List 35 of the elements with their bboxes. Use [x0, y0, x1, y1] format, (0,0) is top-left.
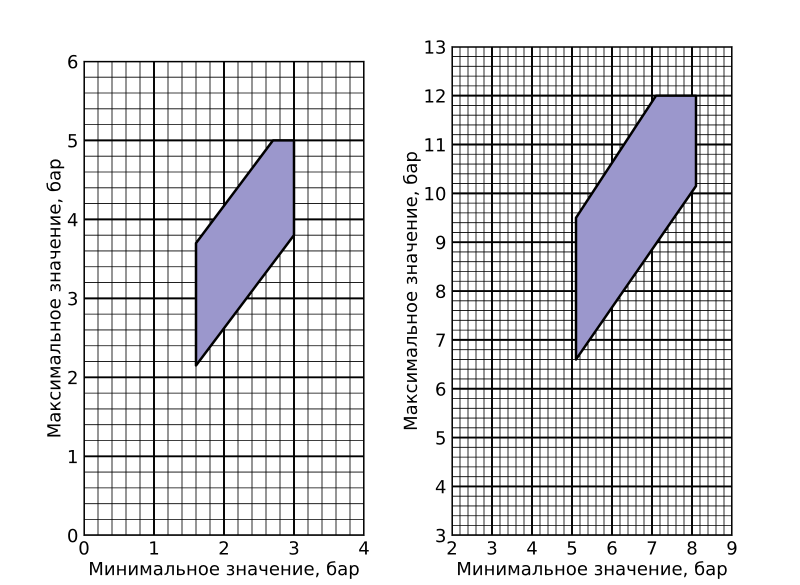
x-tick-label: 0: [79, 541, 89, 555]
y-tick-label: 5: [68, 134, 77, 148]
y-tick-label: 10: [425, 186, 446, 200]
y-tick-label: 4: [68, 213, 78, 226]
x-tick-label: 7: [648, 541, 656, 555]
y-tick-label: 5: [436, 431, 445, 445]
x-tick-label: 8: [687, 541, 697, 555]
y-tick-label: 11: [425, 138, 445, 152]
x-tick-label: 5: [568, 541, 576, 555]
y-tick-label: 13: [425, 40, 445, 54]
x-tick-label: 4: [359, 541, 369, 555]
y-tick-label: 1: [68, 450, 77, 464]
x-tick-label: 2: [448, 541, 456, 555]
y-tick-label: 0: [68, 528, 78, 542]
y-tick-label: 3: [436, 528, 445, 542]
y-axis-title: Максимальное значение, бар: [402, 152, 421, 430]
x-axis-title: Минимальное значение, бар: [90, 561, 359, 579]
x-axis-title: Минимальное значение, бар: [458, 561, 727, 579]
x-tick-label: 6: [608, 541, 617, 555]
x-tick-label: 2: [220, 541, 228, 555]
x-tick-label: 4: [527, 541, 537, 555]
x-tick-label: 1: [150, 541, 158, 555]
y-axis-title: Максимальное значение, бар: [46, 159, 64, 436]
y-tick-label: 3: [68, 292, 77, 306]
y-tick-label: 6: [68, 54, 78, 69]
x-tick-label: 3: [290, 541, 298, 555]
y-tick-label: 8: [436, 284, 446, 298]
x-tick-label: 9: [727, 541, 736, 555]
y-tick-label: 7: [436, 334, 445, 347]
y-tick-label: 4: [436, 480, 446, 494]
x-tick-label: 3: [488, 541, 496, 555]
y-tick-label: 2: [68, 370, 77, 384]
y-tick-label: 12: [425, 89, 445, 103]
y-tick-label: 6: [436, 382, 446, 396]
y-tick-label: 9: [436, 236, 446, 250]
